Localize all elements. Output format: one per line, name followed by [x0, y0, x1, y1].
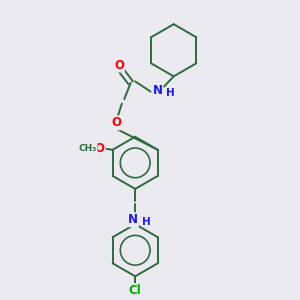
Text: Cl: Cl [129, 284, 142, 297]
Text: O: O [114, 58, 124, 72]
Text: O: O [95, 142, 105, 155]
Text: H: H [142, 217, 151, 227]
Text: CH₃: CH₃ [79, 144, 97, 153]
Text: O: O [111, 116, 121, 129]
Text: H: H [166, 88, 175, 98]
Text: N: N [152, 84, 162, 97]
Text: N: N [128, 213, 138, 226]
